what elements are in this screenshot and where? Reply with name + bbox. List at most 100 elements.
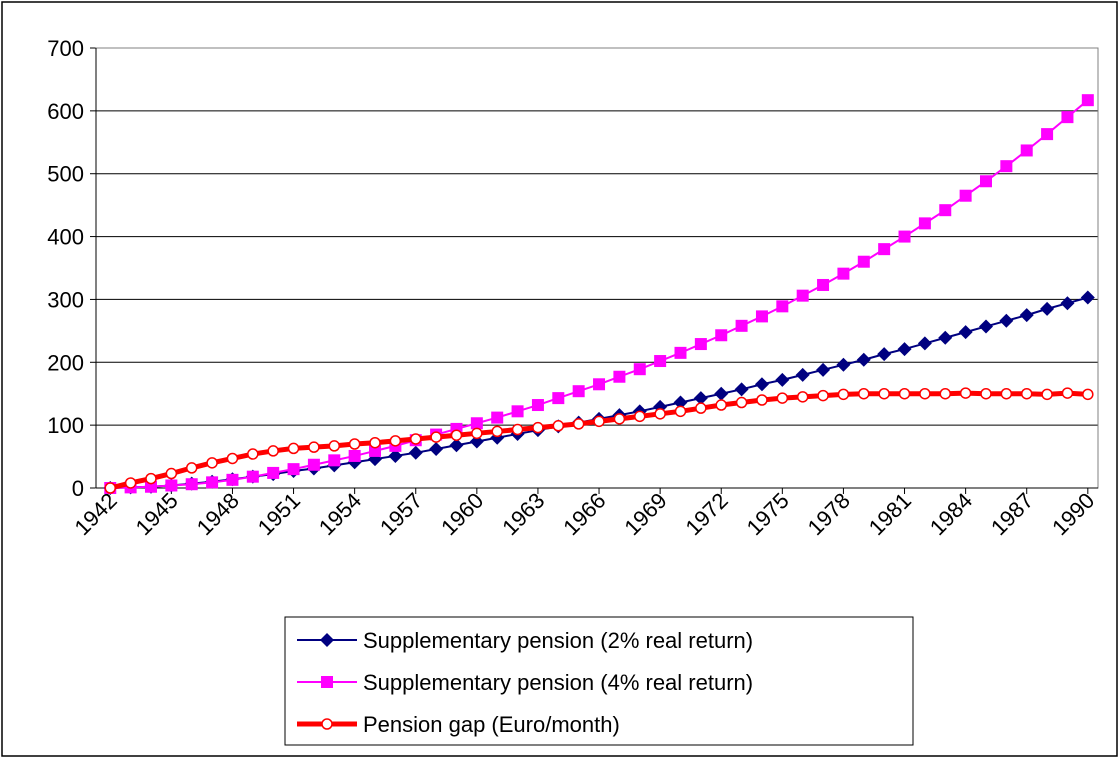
- marker: [796, 391, 809, 403]
- marker: [999, 313, 1014, 328]
- marker: [795, 367, 810, 382]
- marker: [572, 418, 585, 430]
- marker: [321, 718, 333, 730]
- marker: [654, 355, 667, 368]
- marker: [552, 392, 565, 405]
- marker: [939, 204, 952, 217]
- marker: [918, 217, 931, 230]
- marker: [1000, 387, 1013, 400]
- marker: [469, 434, 484, 449]
- marker: [226, 473, 239, 486]
- marker: [449, 438, 464, 453]
- marker: [1040, 301, 1055, 316]
- legend-label: Supplementary pension (2% real return): [363, 628, 753, 653]
- marker: [959, 189, 972, 202]
- marker: [348, 449, 361, 462]
- marker: [939, 387, 952, 400]
- marker: [775, 372, 790, 387]
- marker: [958, 325, 973, 340]
- marker: [450, 429, 463, 441]
- marker: [145, 472, 157, 485]
- marker: [1060, 296, 1075, 311]
- marker: [613, 370, 626, 383]
- marker: [674, 405, 687, 418]
- marker: [206, 476, 219, 489]
- marker: [246, 470, 259, 483]
- marker: [959, 387, 972, 399]
- marker: [694, 338, 707, 351]
- marker: [1081, 94, 1094, 107]
- marker: [897, 342, 912, 357]
- marker: [878, 387, 890, 400]
- marker: [593, 378, 606, 391]
- marker: [858, 387, 870, 400]
- marker: [388, 448, 403, 463]
- marker: [776, 300, 789, 313]
- marker: [287, 463, 300, 476]
- marker: [633, 363, 646, 376]
- marker: [735, 396, 748, 409]
- legend-label: Pension gap (Euro/month): [363, 712, 620, 737]
- marker: [693, 391, 708, 406]
- marker: [877, 347, 892, 362]
- marker: [532, 421, 544, 434]
- marker: [430, 431, 442, 443]
- marker: [206, 457, 218, 469]
- marker: [369, 444, 382, 457]
- marker: [1041, 388, 1053, 401]
- marker: [817, 389, 829, 402]
- marker: [226, 452, 239, 465]
- marker: [837, 388, 850, 401]
- marker: [919, 387, 931, 400]
- legend-label: Supplementary pension (4% real return): [363, 670, 753, 695]
- marker: [185, 478, 198, 491]
- marker: [613, 413, 626, 425]
- marker: [470, 417, 483, 430]
- y-tick-label: 500: [47, 162, 84, 187]
- marker: [593, 415, 605, 428]
- marker: [715, 329, 728, 342]
- marker: [756, 394, 768, 406]
- marker: [328, 454, 341, 467]
- marker: [471, 427, 483, 440]
- marker: [898, 230, 911, 243]
- marker: [409, 433, 422, 445]
- marker: [348, 438, 361, 450]
- marker: [369, 436, 381, 449]
- marker: [836, 357, 851, 372]
- marker: [735, 319, 748, 332]
- marker: [755, 310, 768, 323]
- marker: [1061, 387, 1074, 399]
- marker: [511, 423, 524, 436]
- marker: [165, 467, 178, 480]
- y-tick-label: 400: [47, 225, 84, 250]
- marker: [898, 387, 911, 400]
- marker: [817, 278, 830, 291]
- marker: [307, 458, 320, 471]
- marker: [695, 402, 707, 414]
- marker: [328, 440, 341, 452]
- marker: [408, 445, 423, 460]
- marker: [754, 377, 769, 392]
- marker: [267, 445, 279, 457]
- marker: [837, 267, 850, 280]
- y-tick-label: 100: [47, 413, 84, 438]
- marker: [734, 382, 749, 397]
- marker: [185, 462, 198, 474]
- marker: [144, 480, 157, 493]
- marker: [673, 395, 688, 410]
- y-tick-label: 600: [47, 99, 84, 124]
- marker: [165, 479, 178, 492]
- marker: [1019, 308, 1034, 323]
- marker: [1020, 144, 1033, 157]
- marker: [247, 448, 259, 460]
- marker: [980, 387, 992, 400]
- marker: [634, 410, 646, 423]
- legend-box: [284, 616, 914, 746]
- marker: [572, 385, 585, 398]
- y-tick-label: 700: [47, 36, 84, 61]
- marker: [714, 386, 729, 401]
- marker: [389, 435, 402, 447]
- marker: [917, 336, 932, 351]
